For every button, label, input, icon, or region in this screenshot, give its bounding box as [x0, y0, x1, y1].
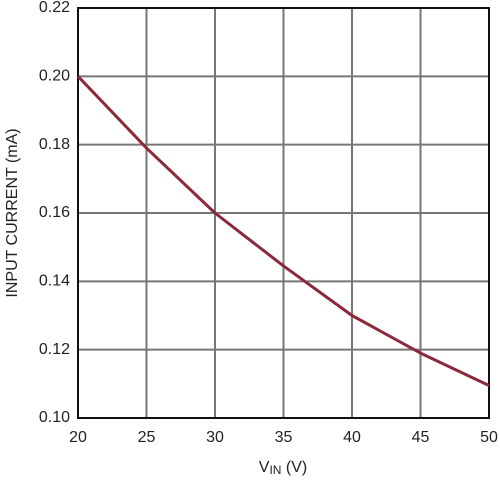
x-tick-label: 40 [343, 429, 361, 446]
x-label-sub: IN [269, 463, 281, 477]
data-line [76, 75, 490, 387]
y-tick-label: 0.20 [39, 68, 70, 85]
x-tick-label: 20 [69, 429, 87, 446]
y-tick-label: 0.16 [39, 204, 70, 221]
y-tick-label: 0.12 [39, 341, 70, 358]
x-tick-label: 45 [412, 429, 430, 446]
x-label-unit: (V) [281, 459, 307, 476]
plot-border [77, 7, 490, 419]
y-axis-label: INPUT CURRENT (mA) [4, 128, 21, 297]
y-tick-label: 0.10 [39, 409, 70, 426]
x-tick-label: 25 [138, 429, 156, 446]
y-tick-label: 0.14 [39, 273, 70, 290]
y-tick-label: 0.22 [39, 0, 70, 16]
x-axis-label: VIN (V) [259, 459, 307, 477]
x-tick-label: 35 [275, 429, 293, 446]
x-tick-label: 30 [206, 429, 224, 446]
x-label-main: V [259, 459, 270, 476]
x-tick-label: 50 [480, 429, 498, 446]
y-tick-label: 0.18 [39, 136, 70, 153]
